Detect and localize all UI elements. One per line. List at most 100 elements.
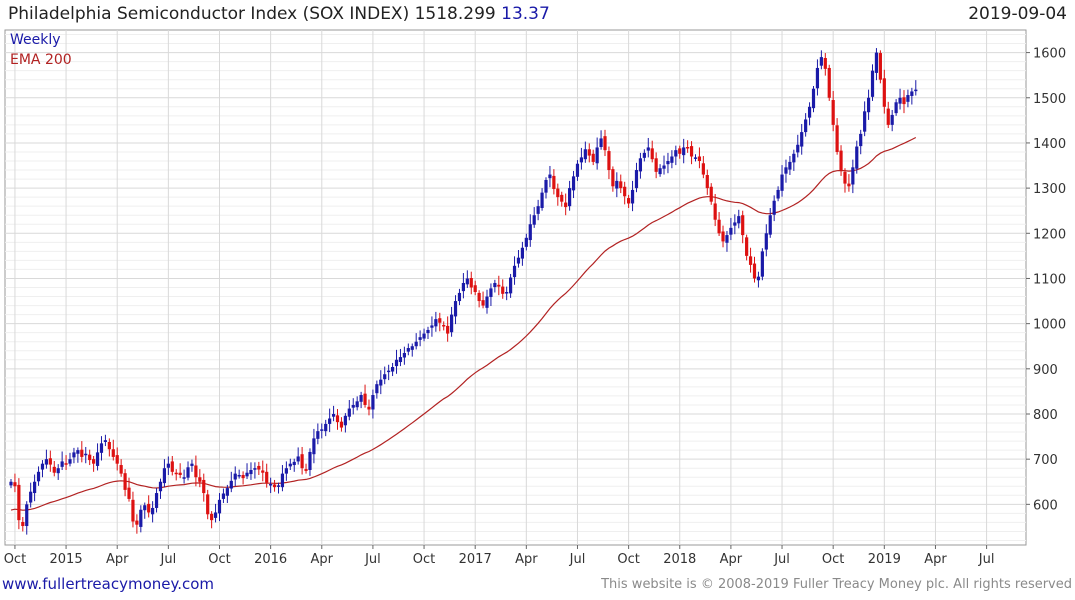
chart-date: 2019-09-04 — [968, 4, 1067, 24]
candle-body — [890, 114, 894, 125]
candle-body — [324, 423, 328, 432]
candle-body — [245, 472, 249, 477]
candle-body — [304, 469, 308, 471]
candle-body — [705, 175, 709, 189]
legend-weekly: Weekly — [10, 32, 61, 48]
candle-body — [800, 132, 804, 147]
candle-body — [863, 111, 867, 132]
candle-body — [80, 449, 84, 457]
candle-body — [693, 157, 698, 159]
x-tick-label: Jul — [569, 552, 586, 567]
candle-body — [414, 341, 418, 347]
y-tick-label: 800 — [1033, 408, 1058, 423]
candle-body — [729, 227, 733, 235]
candle-body — [139, 509, 143, 527]
candle-body — [630, 189, 635, 204]
candle-body — [568, 188, 572, 207]
candle-body — [103, 440, 108, 442]
candle-body — [76, 450, 80, 454]
candle-body — [725, 235, 729, 243]
candle-body — [269, 484, 273, 486]
candle-body — [434, 319, 438, 327]
candle-body — [556, 188, 560, 198]
candle-body — [166, 463, 170, 468]
candle-body — [174, 472, 178, 475]
candle-body — [170, 461, 174, 472]
candle-body — [595, 147, 599, 164]
change-value: 13.37 — [501, 4, 550, 24]
candle-body — [131, 499, 135, 522]
candle-body — [320, 429, 324, 431]
candle-body — [839, 150, 843, 171]
x-tick-label: 2019 — [868, 552, 901, 567]
candle-body — [870, 70, 875, 97]
candle-body — [182, 477, 186, 479]
candle-body — [229, 480, 233, 489]
candle-body — [689, 146, 694, 157]
candle-body — [607, 151, 611, 171]
candle-body — [449, 314, 454, 333]
candle-body — [442, 324, 446, 327]
candle-body — [748, 256, 753, 265]
candle-body — [119, 465, 123, 474]
y-tick-label: 1500 — [1033, 92, 1066, 107]
candle-body — [512, 265, 517, 278]
candle-body — [591, 153, 595, 162]
candle-body — [910, 91, 914, 96]
x-tick-label: 2017 — [459, 552, 492, 567]
candle-body — [127, 487, 131, 499]
x-tick-label: Oct — [413, 552, 435, 567]
candle-body — [60, 461, 64, 467]
candle-body — [587, 149, 591, 156]
x-tick-label: Jul — [773, 552, 790, 567]
candle-body — [627, 198, 631, 204]
candle-body — [745, 237, 749, 256]
candle-body — [213, 512, 218, 518]
x-tick-label: Jul — [364, 552, 381, 567]
candle-body — [461, 282, 465, 292]
candle-body — [544, 179, 548, 193]
candle-body — [516, 257, 521, 264]
x-tick-label: Apr — [720, 552, 743, 567]
candle-body — [135, 520, 139, 525]
candle-body — [406, 348, 410, 352]
candle-body — [375, 384, 379, 394]
candle-body — [107, 442, 111, 450]
candle-body — [902, 97, 906, 105]
candle-body — [225, 488, 229, 496]
x-tick-label: Oct — [617, 552, 639, 567]
candle-body — [717, 219, 721, 234]
candle-body — [752, 263, 757, 279]
candle-body — [355, 401, 359, 408]
candle-body — [68, 459, 72, 464]
candle-body — [634, 170, 639, 189]
x-tick-label: Oct — [822, 552, 844, 567]
x-tick-label: Jul — [160, 552, 177, 567]
candle-body — [815, 67, 820, 89]
candle-body — [469, 278, 473, 288]
candle-body — [599, 138, 603, 148]
candle-body — [115, 455, 119, 464]
candle-body — [642, 152, 646, 158]
candle-body — [123, 473, 127, 490]
candle-body — [564, 202, 568, 208]
candle-body — [143, 505, 147, 511]
candle-body — [788, 161, 792, 170]
candle-body — [583, 149, 587, 160]
candle-body — [387, 370, 391, 373]
candle-body — [158, 481, 163, 492]
candle-body — [296, 456, 300, 462]
candle-body — [878, 53, 882, 80]
candle-body — [721, 231, 725, 242]
candle-body — [95, 452, 100, 466]
candle-body — [493, 282, 497, 288]
candle-body — [851, 167, 855, 185]
candle-body — [48, 458, 52, 465]
candle-body — [811, 88, 816, 109]
candle-body — [481, 300, 485, 306]
candle-body — [88, 454, 92, 461]
candle-body — [422, 333, 426, 339]
candle-body — [178, 472, 182, 475]
candle-body — [316, 431, 320, 439]
footer-url-link[interactable]: www.fullertreacymoney.com — [2, 575, 215, 593]
